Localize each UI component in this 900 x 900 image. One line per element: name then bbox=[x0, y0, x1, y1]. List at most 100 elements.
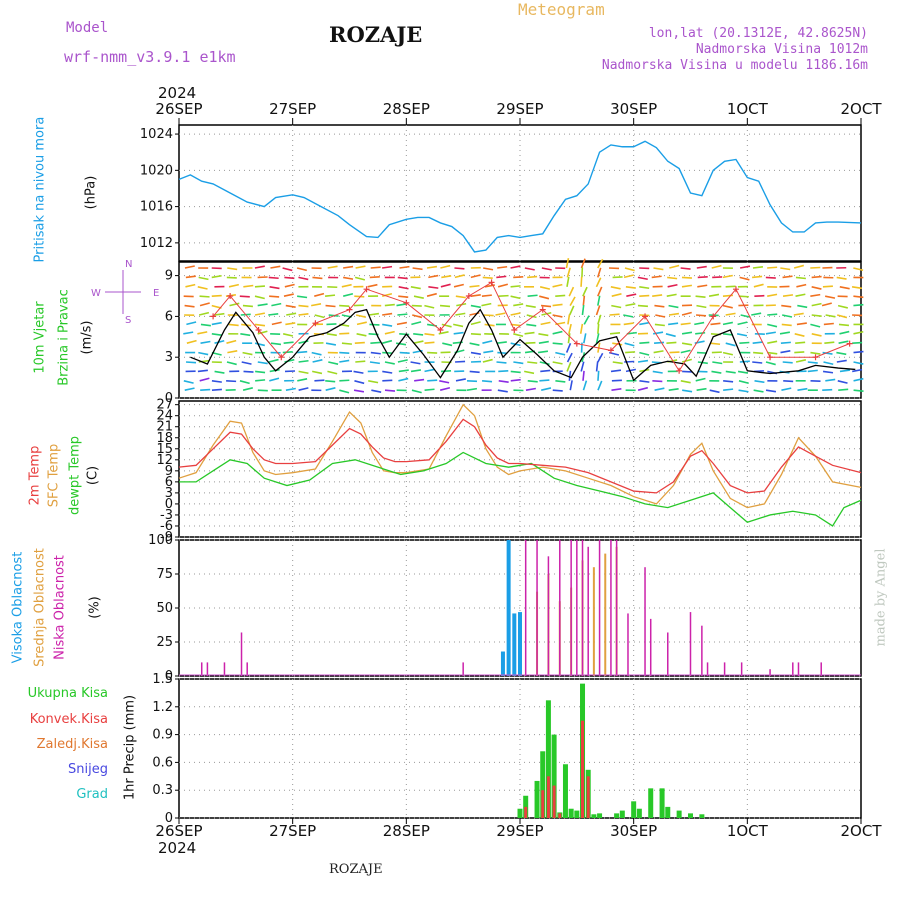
wind-barb bbox=[811, 302, 822, 307]
low-cloud-bar bbox=[536, 540, 538, 676]
wind-barb bbox=[524, 267, 535, 271]
wind-barb bbox=[454, 267, 465, 270]
wind-barb bbox=[795, 293, 806, 297]
date-label-top: 30SEP bbox=[610, 100, 657, 118]
low-cloud-bar bbox=[792, 662, 794, 676]
wind-barb bbox=[753, 351, 764, 355]
high-cloud-axis-label: Visoka Oblacnost bbox=[10, 551, 26, 664]
wind-barb bbox=[779, 331, 790, 335]
wind-barb bbox=[668, 312, 680, 316]
wind-barb bbox=[283, 293, 294, 297]
wind-barb bbox=[668, 304, 679, 309]
wind-barb bbox=[653, 331, 664, 335]
wind-barb bbox=[269, 377, 280, 382]
wind-barb bbox=[271, 321, 282, 326]
wind-barb bbox=[552, 389, 563, 392]
wind-barb bbox=[555, 294, 566, 297]
wind-barb bbox=[339, 389, 350, 394]
wind-barb bbox=[371, 389, 382, 393]
wind-barb bbox=[637, 304, 648, 308]
wind-barb bbox=[725, 312, 736, 316]
wind-barb bbox=[243, 284, 254, 288]
wind-gust-marker bbox=[846, 340, 853, 347]
wind-barb bbox=[751, 312, 762, 316]
total-rain-bar bbox=[699, 814, 705, 818]
convective-rain-bar bbox=[546, 776, 550, 818]
pressure-ytick-label: 1016 bbox=[140, 200, 173, 215]
wind-barb bbox=[722, 274, 733, 279]
wind-barb bbox=[566, 276, 570, 287]
year-top: 2024 bbox=[158, 84, 197, 102]
wind-gust-marker bbox=[767, 354, 774, 361]
wind-barb bbox=[228, 283, 239, 288]
wind-barb bbox=[370, 341, 381, 344]
total-rain-bar bbox=[619, 810, 625, 818]
clouds-ytick-label: 75 bbox=[156, 567, 173, 582]
wind-barb bbox=[823, 361, 834, 366]
wind-barb bbox=[639, 294, 650, 297]
wind-barb bbox=[781, 323, 792, 327]
wind-barb bbox=[185, 361, 197, 364]
wind-barb bbox=[583, 315, 590, 325]
wind-barb bbox=[269, 286, 280, 290]
wind-barb bbox=[623, 322, 634, 326]
convective-rain-bar bbox=[558, 813, 562, 818]
wind-barb bbox=[781, 304, 792, 308]
wind-barb bbox=[399, 333, 410, 336]
wind-barb bbox=[398, 295, 409, 299]
wind-barb bbox=[753, 283, 764, 288]
low-cloud-bar bbox=[587, 546, 589, 676]
wind-barb bbox=[513, 303, 524, 307]
wind-barb bbox=[325, 304, 336, 308]
wind-barb bbox=[796, 283, 807, 288]
temperature-ytick-label: -9 bbox=[160, 530, 173, 545]
wind-barb bbox=[355, 265, 366, 269]
wind-barb bbox=[382, 379, 393, 382]
date-label-bottom: 26SEP bbox=[155, 822, 202, 840]
wind-barb bbox=[795, 276, 806, 280]
wind-barb bbox=[695, 377, 706, 382]
wind-barb bbox=[597, 267, 602, 278]
wind-barb bbox=[428, 286, 439, 289]
wind-barb bbox=[241, 361, 252, 365]
wind-barb bbox=[625, 303, 636, 307]
wind-barb bbox=[227, 350, 238, 354]
wind-barb bbox=[697, 361, 708, 365]
low-cloud-bar bbox=[769, 669, 771, 676]
wind-barb bbox=[470, 304, 481, 309]
wind-barb bbox=[624, 342, 635, 347]
wind-barb bbox=[453, 323, 464, 328]
low-cloud-bar bbox=[740, 662, 743, 676]
convective-rain-bar bbox=[581, 720, 585, 818]
wind-barb bbox=[198, 351, 209, 356]
wind-barb bbox=[513, 333, 524, 338]
wind-barb bbox=[697, 284, 708, 288]
convective-rain-bar bbox=[541, 790, 545, 818]
wind-barb bbox=[696, 351, 708, 354]
wind-barb bbox=[384, 389, 396, 392]
wind-barb bbox=[413, 340, 424, 344]
wind-barb bbox=[569, 296, 576, 306]
wind-barb bbox=[470, 321, 481, 326]
wind-barb bbox=[282, 350, 293, 354]
wind-barb bbox=[470, 351, 481, 356]
total-rain-bar bbox=[591, 814, 597, 818]
wind-barb bbox=[810, 323, 821, 328]
wind-barb bbox=[298, 370, 309, 375]
date-label-top: 1OCT bbox=[727, 100, 769, 118]
wind-gust-marker bbox=[607, 347, 614, 354]
wind-barb bbox=[481, 302, 492, 307]
wind-gust-marker bbox=[676, 367, 683, 374]
wind-barb bbox=[381, 292, 393, 297]
wind-barb bbox=[481, 380, 493, 383]
wind-barb bbox=[226, 361, 237, 366]
wind-barb bbox=[810, 293, 821, 297]
wind-barb bbox=[725, 285, 736, 288]
wind-barb bbox=[314, 292, 325, 297]
wind-barb bbox=[200, 388, 211, 391]
wind-barb bbox=[669, 351, 680, 354]
wind-barb bbox=[566, 352, 573, 363]
wind-barb-field bbox=[183, 258, 864, 394]
wind-barb bbox=[738, 295, 749, 298]
wind-barb bbox=[396, 303, 407, 307]
